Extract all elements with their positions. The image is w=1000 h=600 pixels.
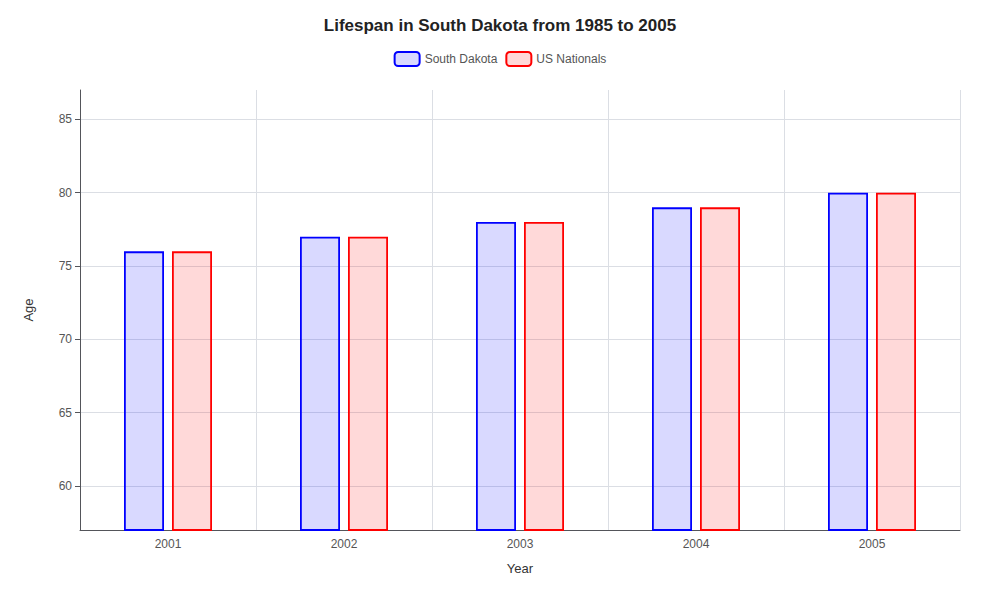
svg-text:South Dakota: South Dakota — [425, 52, 498, 66]
svg-text:2001: 2001 — [155, 537, 182, 551]
svg-text:80: 80 — [59, 186, 73, 200]
svg-text:2004: 2004 — [683, 537, 710, 551]
svg-text:2002: 2002 — [331, 537, 358, 551]
svg-text:85: 85 — [59, 112, 73, 126]
svg-text:75: 75 — [59, 259, 73, 273]
svg-text:70: 70 — [59, 332, 73, 346]
svg-text:US Nationals: US Nationals — [536, 52, 606, 66]
svg-text:60: 60 — [59, 479, 73, 493]
svg-text:Year: Year — [507, 561, 534, 576]
svg-text:2003: 2003 — [507, 537, 534, 551]
svg-text:2005: 2005 — [859, 537, 886, 551]
svg-text:65: 65 — [59, 406, 73, 420]
svg-text:Lifespan in South Dakota from: Lifespan in South Dakota from 1985 to 20… — [324, 16, 676, 35]
svg-text:Age: Age — [21, 298, 36, 321]
